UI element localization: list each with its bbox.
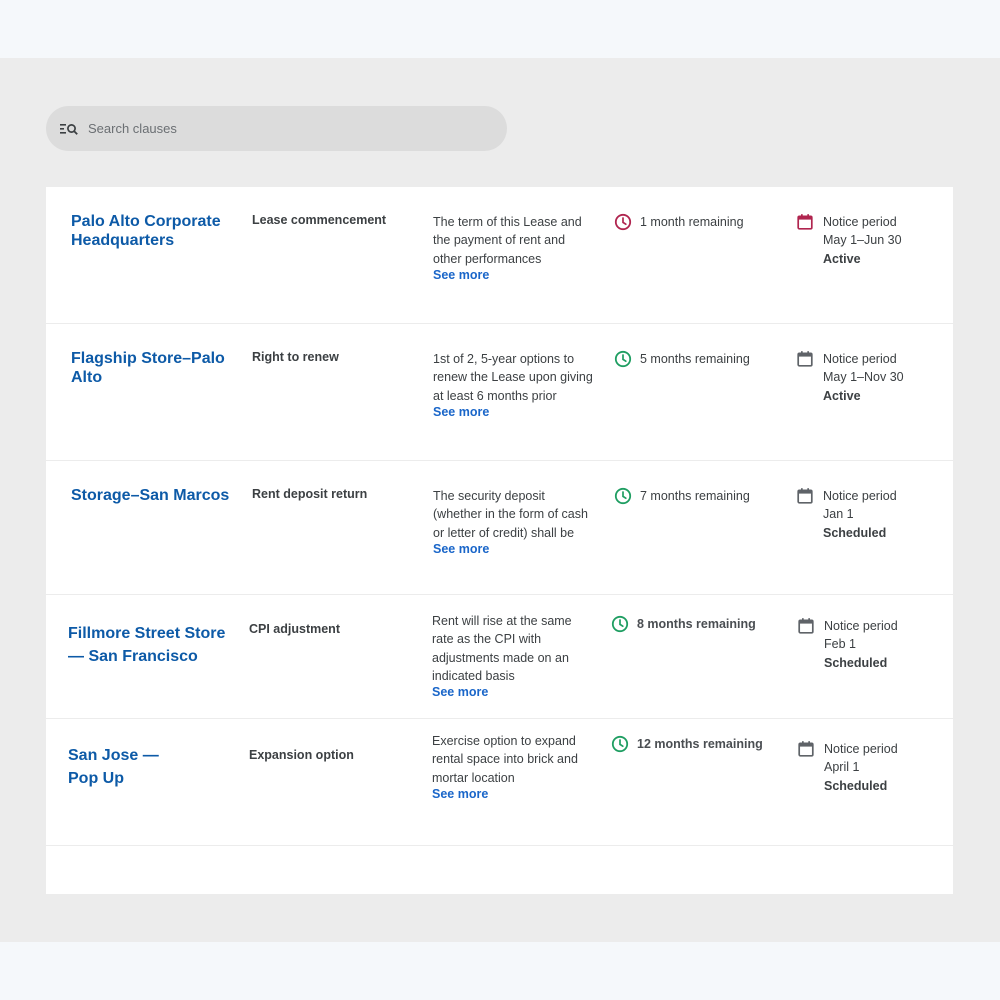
- notice-dates: Feb 1: [824, 637, 856, 652]
- see-more-link[interactable]: See more: [432, 685, 489, 700]
- notice-text: Notice period May 1–Jun 30 Active: [823, 213, 902, 268]
- see-more-link[interactable]: See more: [433, 267, 490, 282]
- calendar-icon: [797, 351, 813, 367]
- clock-icon: [611, 615, 629, 633]
- clause-description: Rent will rise at the same rate as the C…: [432, 612, 592, 700]
- clauses-table: Palo Alto Corporate Headquarters Lease c…: [46, 187, 953, 894]
- notice-label: Notice period: [823, 215, 897, 229]
- time-remaining-label: 7 months remaining: [640, 489, 750, 503]
- notice-label: Notice period: [824, 742, 898, 756]
- location-name[interactable]: Storage–San Marcos: [71, 487, 230, 504]
- notice-text: Notice period May 1–Nov 30 Active: [823, 350, 904, 405]
- notice-label: Notice period: [823, 352, 897, 366]
- time-remaining-label: 12 months remaining: [637, 737, 763, 751]
- clock-icon: [614, 487, 632, 505]
- clause-description: The term of this Lease and the payment o…: [433, 213, 593, 283]
- description-text: The security deposit (whether in the for…: [433, 489, 588, 540]
- time-remaining: 5 months remaining: [614, 350, 750, 368]
- table-row[interactable]: Flagship Store–Palo Alto Right to renew …: [46, 324, 953, 461]
- time-remaining-label: 1 month remaining: [640, 215, 744, 229]
- status-label: Active: [823, 388, 861, 403]
- description-text: Exercise option to expand rental space i…: [432, 734, 578, 785]
- search-list-icon: [60, 123, 78, 135]
- notice-period: Notice period April 1 Scheduled: [797, 740, 898, 795]
- time-remaining-label: 5 months remaining: [640, 352, 750, 366]
- time-remaining: 12 months remaining: [611, 735, 763, 753]
- see-more-link[interactable]: See more: [433, 404, 490, 419]
- notice-period: Notice period May 1–Nov 30 Active: [796, 350, 904, 405]
- clause-description: 1st of 2, 5-year options to renew the Le…: [433, 350, 593, 420]
- time-remaining: 8 months remaining: [611, 615, 756, 633]
- notice-label: Notice period: [824, 619, 898, 633]
- status-label: Scheduled: [823, 525, 887, 540]
- status-label: Scheduled: [824, 655, 888, 670]
- location-name[interactable]: Fillmore Street Store — San Francisco: [68, 625, 226, 665]
- description-text: Rent will rise at the same rate as the C…: [432, 614, 572, 683]
- time-remaining: 1 month remaining: [614, 213, 744, 231]
- notice-text: Notice period Feb 1 Scheduled: [824, 617, 898, 672]
- notice-dates: May 1–Nov 30: [823, 370, 904, 385]
- table-row[interactable]: Storage–San Marcos Rent deposit return T…: [46, 461, 953, 595]
- search-bar[interactable]: [46, 106, 507, 151]
- location-name[interactable]: San Jose — Pop Up: [68, 747, 159, 787]
- clock-icon: [614, 213, 632, 231]
- notice-dates: May 1–Jun 30: [823, 233, 902, 248]
- clause-type: CPI adjustment: [249, 622, 340, 636]
- description-text: The term of this Lease and the payment o…: [433, 215, 582, 266]
- table-row[interactable]: San Jose — Pop Up Expansion option Exerc…: [46, 719, 953, 846]
- search-input[interactable]: [88, 121, 468, 136]
- clock-icon: [614, 350, 632, 368]
- clock-icon: [611, 735, 629, 753]
- clause-type: Right to renew: [252, 350, 339, 364]
- notice-period: Notice period Jan 1 Scheduled: [796, 487, 897, 542]
- table-row[interactable]: Fillmore Street Store — San Francisco CP…: [46, 595, 953, 719]
- location-name[interactable]: Palo Alto Corporate Headquarters: [71, 213, 221, 249]
- calendar-icon: [798, 618, 814, 634]
- notice-period: Notice period Feb 1 Scheduled: [797, 617, 898, 672]
- see-more-link[interactable]: See more: [432, 786, 489, 801]
- notice-dates: April 1: [824, 760, 860, 775]
- notice-text: Notice period April 1 Scheduled: [824, 740, 898, 795]
- notice-dates: Jan 1: [823, 507, 854, 522]
- notice-period: Notice period May 1–Jun 30 Active: [796, 213, 902, 268]
- see-more-link[interactable]: See more: [433, 541, 490, 556]
- clause-type: Rent deposit return: [252, 487, 368, 501]
- calendar-icon: [798, 741, 814, 757]
- status-label: Active: [823, 251, 861, 266]
- notice-text: Notice period Jan 1 Scheduled: [823, 487, 897, 542]
- clause-type: Lease commencement: [252, 213, 387, 227]
- status-label: Scheduled: [824, 778, 888, 793]
- clause-description: Exercise option to expand rental space i…: [432, 732, 598, 802]
- time-remaining-label: 8 months remaining: [637, 617, 756, 631]
- description-text: 1st of 2, 5-year options to renew the Le…: [433, 352, 593, 403]
- time-remaining: 7 months remaining: [614, 487, 750, 505]
- clause-type: Expansion option: [249, 748, 354, 762]
- table-row[interactable]: Palo Alto Corporate Headquarters Lease c…: [46, 187, 953, 324]
- calendar-icon: [797, 488, 813, 504]
- notice-label: Notice period: [823, 489, 897, 503]
- location-name[interactable]: Flagship Store–Palo Alto: [71, 350, 225, 386]
- calendar-icon: [797, 214, 813, 230]
- clause-description: The security deposit (whether in the for…: [433, 487, 593, 557]
